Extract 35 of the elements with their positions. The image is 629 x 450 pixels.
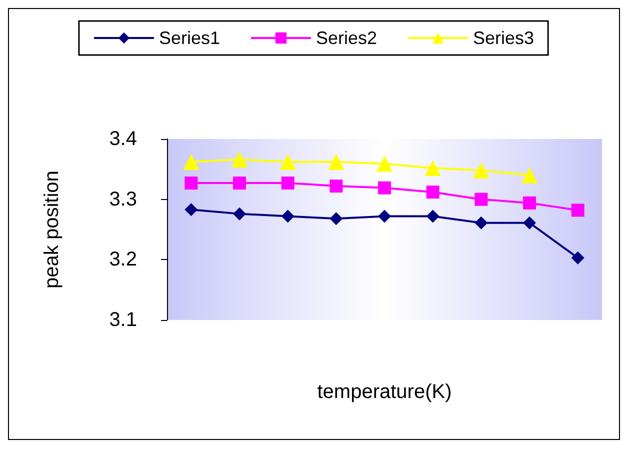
point: [473, 162, 490, 178]
legend-label: Series1: [158, 28, 220, 48]
point: [474, 216, 488, 230]
point: [281, 176, 294, 190]
point: [232, 152, 248, 168]
y-tick-label: 3.1: [109, 309, 137, 331]
point: [474, 192, 488, 206]
point: [571, 204, 584, 217]
point: [523, 196, 536, 210]
point: [424, 160, 441, 176]
point: [522, 167, 538, 184]
point: [378, 181, 391, 194]
point: [233, 176, 246, 190]
y-tick-label: 3.4: [109, 128, 137, 150]
point: [328, 154, 344, 170]
point: [184, 176, 198, 190]
point: [184, 203, 198, 216]
point: [426, 210, 440, 223]
point: [233, 207, 246, 220]
point: [330, 212, 343, 226]
legend-label: Series3: [473, 28, 534, 48]
y-tick-label: 3.2: [109, 248, 137, 271]
point: [523, 216, 536, 230]
point: [183, 154, 200, 170]
y-axis-title: peak position: [41, 170, 63, 288]
y-tick-label: 3.3: [109, 188, 137, 210]
point: [571, 251, 584, 264]
legend-label: Series2: [316, 28, 378, 48]
point: [330, 180, 343, 193]
point: [280, 154, 296, 170]
point: [281, 210, 294, 223]
point: [376, 156, 392, 172]
point: [426, 186, 440, 199]
point: [378, 210, 391, 223]
x-axis-title: temperature(K): [317, 381, 452, 403]
